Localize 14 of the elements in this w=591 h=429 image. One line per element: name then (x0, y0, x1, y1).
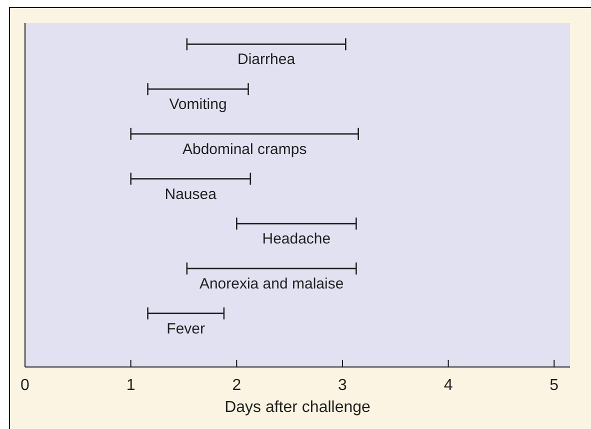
y-tick-label: Fever (166, 320, 206, 338)
y-tick-label: Nausea (164, 186, 218, 203)
y-tick-label: Vomiting (169, 96, 227, 114)
y-tick-label: Headache (262, 230, 331, 248)
y-tick-label: Diarrhea (238, 51, 296, 68)
y-tick-label: Anorexia and malaise (199, 276, 344, 292)
x-axis-title: Days after challenge (224, 399, 371, 416)
x-tick-label: 5 (550, 377, 559, 394)
x-tick-label: 0 (20, 377, 30, 394)
x-tick-label: 1 (126, 377, 136, 394)
y-tick-label: Abdominal cramps (182, 140, 307, 158)
x-tick-label: 2 (232, 377, 242, 394)
x-tick-label: 4 (444, 377, 453, 394)
x-tick-label: 3 (338, 377, 348, 394)
